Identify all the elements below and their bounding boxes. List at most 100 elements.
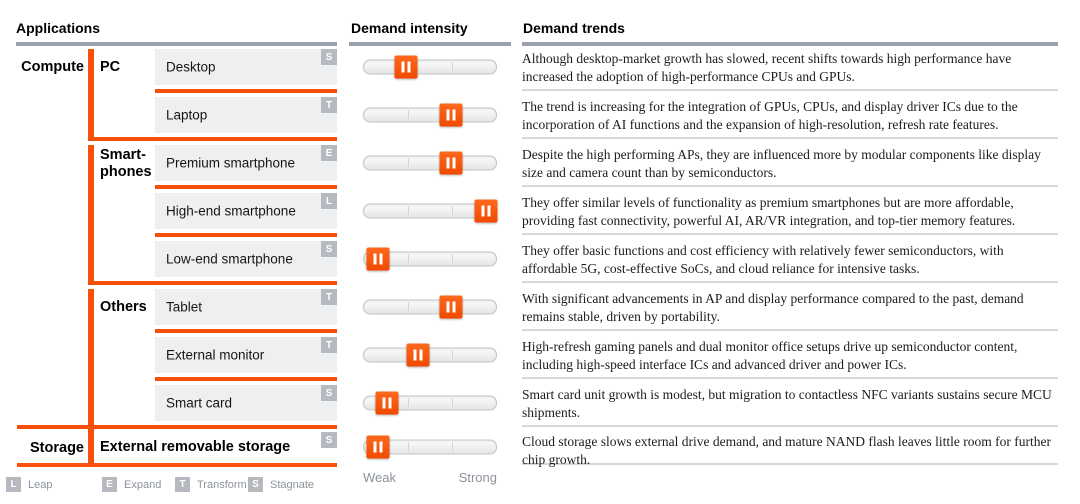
category-label-storage: Storage: [30, 440, 84, 456]
intensity-slider[interactable]: [363, 289, 497, 325]
item-box: High-end smartphone L: [155, 193, 337, 229]
track-tick: [451, 398, 453, 408]
stage-badge: S: [321, 385, 337, 401]
item-label: External monitor: [166, 347, 265, 363]
stage-badge: T: [321, 337, 337, 353]
storage-bottom-line: [17, 463, 337, 467]
trend-divider: [522, 185, 1058, 187]
slider-handle[interactable]: [366, 247, 390, 271]
intensity-slider[interactable]: [363, 337, 497, 373]
app-row-external-monitor: External monitor T High-refresh gaming p…: [0, 337, 1080, 373]
group-label-others: Others: [100, 299, 147, 315]
app-row-smart-card: Smart card S Smart card unit growth is m…: [0, 385, 1080, 421]
group-bar-smartphones: [88, 145, 94, 285]
intensity-slider[interactable]: [363, 241, 497, 277]
intensity-slider[interactable]: [363, 97, 497, 133]
app-row-external-removable-storage: External removable storage S Cloud stora…: [0, 432, 1080, 467]
trend-text: Smart card unit growth is modest, but mi…: [522, 387, 1052, 420]
intensity-header: Demand intensity: [351, 20, 468, 36]
app-row-desktop: Desktop S Although desktop-market growth…: [0, 49, 1080, 85]
slider-track[interactable]: [363, 155, 497, 171]
legend-item-stagnate: S Stagnate: [248, 477, 314, 492]
intensity-slider[interactable]: [363, 49, 497, 85]
legend-item-leap: L Leap: [6, 477, 52, 492]
slider-track[interactable]: [363, 251, 497, 267]
track-tick: [451, 62, 453, 72]
trend-divider: [522, 137, 1058, 139]
strong-label: Strong: [458, 470, 497, 485]
group-label-smartphones: Smart-phones: [100, 147, 152, 180]
group-underline-smartphones: [88, 281, 337, 285]
trend-divider: [522, 281, 1058, 283]
legend-label: Leap: [28, 478, 53, 491]
row-underline: [155, 329, 337, 333]
trend-text: Despite the high performing APs, they ar…: [522, 147, 1041, 180]
trend-text: High-refresh gaming panels and dual moni…: [522, 339, 1018, 372]
stage-badge: E: [321, 145, 337, 161]
legend-label: Transform: [197, 478, 247, 491]
app-row-premium-smartphone: Premium smartphone E Despite the high pe…: [0, 145, 1080, 181]
item-label: Desktop: [166, 59, 216, 75]
legend-item-expand: E Expand: [102, 477, 161, 492]
row-underline: [155, 185, 337, 189]
intensity-slider[interactable]: [363, 193, 498, 229]
track-tick: [407, 442, 409, 452]
trend-divider: [522, 233, 1058, 235]
group-underline-pc: [88, 137, 337, 141]
intensity-header-rule: [349, 42, 511, 46]
item-box: External monitor T: [155, 337, 337, 373]
group-label-pc: PC: [100, 59, 121, 75]
intensity-slider[interactable]: [363, 385, 497, 421]
slider-track[interactable]: [363, 107, 497, 123]
slider-handle[interactable]: [439, 295, 463, 319]
app-row-tablet: Tablet T With significant advancements i…: [0, 289, 1080, 325]
group-bar-storage: [88, 429, 94, 467]
trends-header-rule: [522, 42, 1058, 46]
track-tick: [451, 254, 453, 264]
item-box: Premium smartphone E: [155, 145, 337, 181]
intensity-slider[interactable]: [363, 145, 497, 181]
category-label-compute: Compute: [21, 59, 84, 75]
slider-track[interactable]: [363, 59, 497, 75]
item-label: Tablet: [166, 299, 203, 315]
item-box: Low-end smartphone S: [155, 241, 337, 277]
track-tick: [407, 158, 409, 168]
row-underline: [155, 89, 337, 93]
stage-badge: S: [321, 241, 337, 257]
app-row-laptop: Laptop T The trend is increasing for the…: [0, 97, 1080, 133]
trend-divider: [522, 89, 1058, 91]
slider-handle[interactable]: [375, 391, 399, 415]
legend-label: Stagnate: [270, 478, 315, 491]
slider-track[interactable]: [363, 347, 497, 363]
slider-handle[interactable]: [439, 151, 463, 175]
stage-badge: T: [321, 289, 337, 305]
app-row-high-end-smartphone: High-end smartphone L They offer similar…: [0, 193, 1080, 229]
intensity-slider[interactable]: [363, 432, 497, 462]
slider-handle[interactable]: [366, 435, 390, 459]
slider-handle[interactable]: [439, 103, 463, 127]
slider-track[interactable]: [363, 299, 497, 315]
slider-track[interactable]: [363, 439, 497, 455]
item-label: Low-end smartphone: [166, 251, 293, 267]
slider-handle[interactable]: [394, 55, 418, 79]
item-label: Premium smartphone: [166, 155, 296, 171]
weak-label: Weak: [363, 470, 396, 485]
stage-badge: T: [321, 97, 337, 113]
row-underline: [155, 377, 337, 381]
track-tick: [451, 350, 453, 360]
track-tick: [451, 442, 453, 452]
trend-text: Although desktop-market growth has slowe…: [522, 51, 1012, 84]
applications-header: Applications: [16, 20, 101, 36]
item-label: External removable storage: [100, 439, 291, 455]
stagnate-badge-icon: S: [248, 477, 263, 492]
slider-handle[interactable]: [474, 199, 498, 223]
applications-header-rule: [16, 42, 337, 46]
stage-badge: S: [321, 49, 337, 65]
item-label: Smart card: [166, 395, 233, 411]
trend-divider: [522, 425, 1058, 427]
item-label: Laptop: [166, 107, 208, 123]
track-tick: [407, 206, 409, 216]
slider-handle[interactable]: [406, 343, 430, 367]
transform-badge-icon: T: [175, 477, 190, 492]
